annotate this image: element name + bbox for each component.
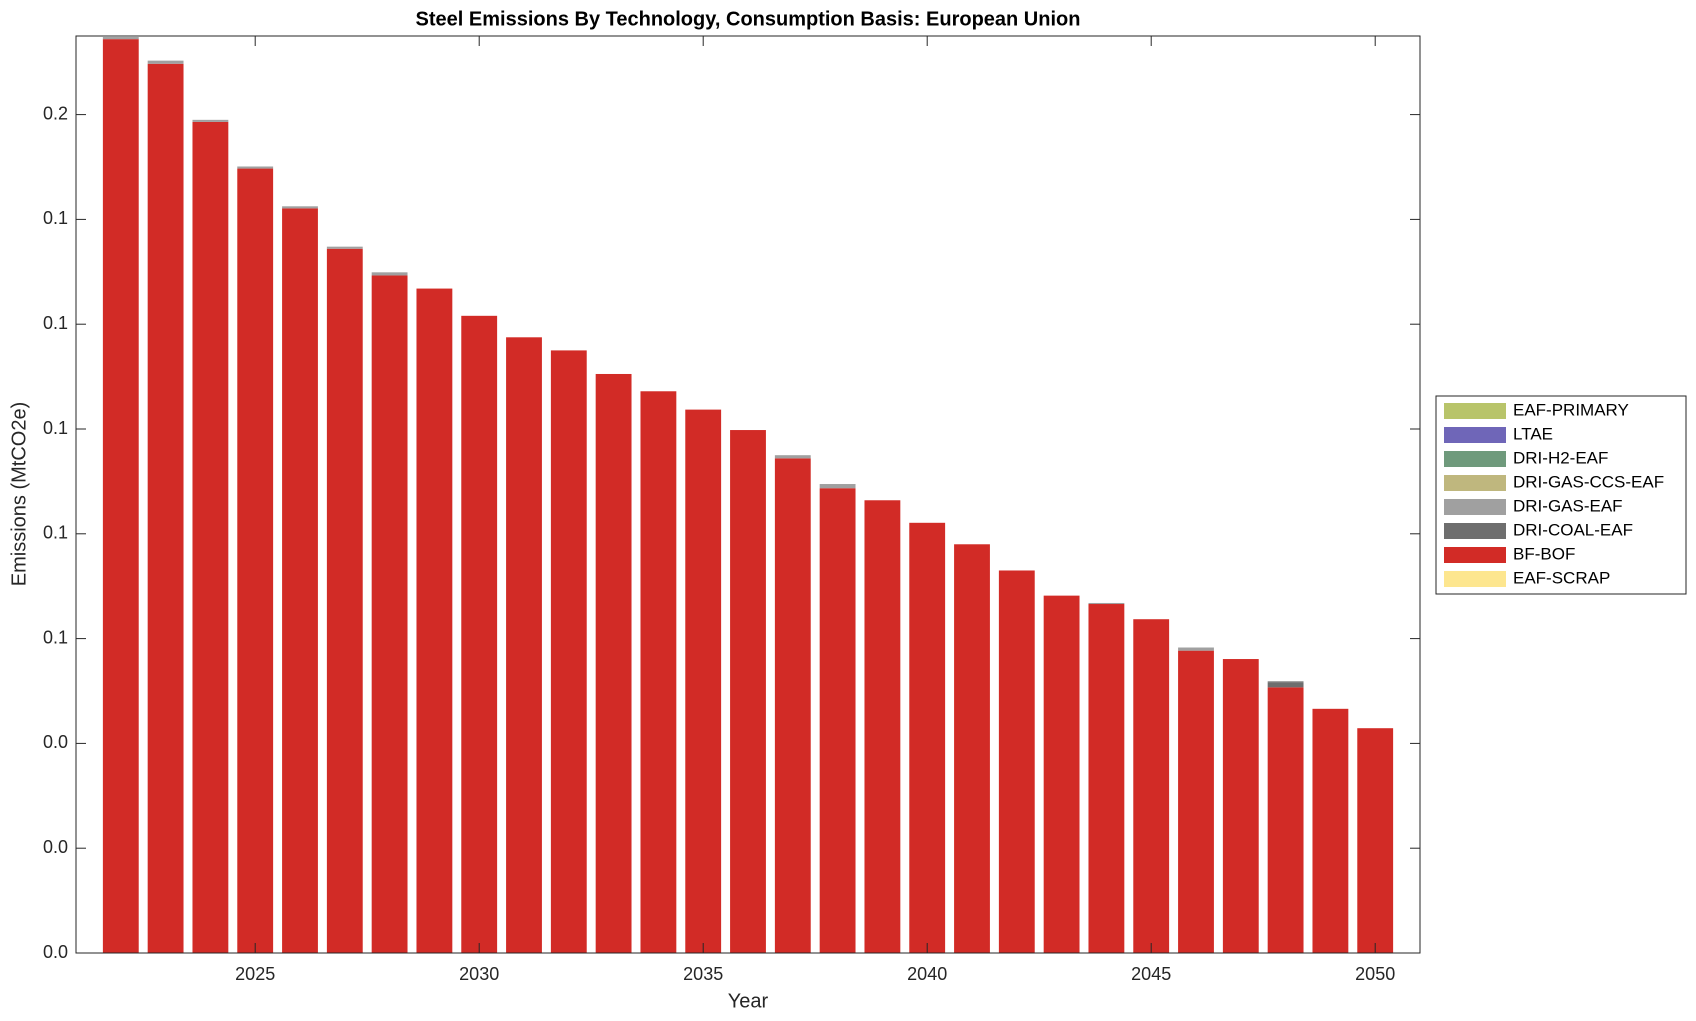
bar-segment — [282, 208, 318, 953]
bar-segment — [461, 315, 498, 953]
x-tick-label: 2050 — [1355, 964, 1395, 984]
bar-segment — [954, 544, 990, 953]
legend-box — [1435, 395, 1687, 595]
legend-swatch — [1444, 571, 1506, 587]
bar-segment — [506, 337, 542, 953]
y-tick-label: 0.0 — [43, 732, 68, 752]
axes-box — [75, 35, 1421, 954]
legend-swatch — [1444, 427, 1506, 443]
bar-segment — [147, 63, 184, 953]
bar-segment — [147, 60, 184, 64]
legend-label: BF-BOF — [1513, 544, 1575, 563]
x-tick-label: 2030 — [459, 964, 499, 984]
legend-label: DRI-GAS-EAF — [1513, 496, 1623, 515]
bar-segment — [1178, 650, 1214, 953]
bar-segment — [326, 248, 363, 953]
bar-segment — [819, 484, 856, 489]
x-tick-label: 2025 — [235, 964, 275, 984]
bar-segment — [819, 488, 856, 953]
plot-area — [102, 37, 1394, 953]
y-tick-label: 0.1 — [43, 208, 68, 228]
legend-swatch — [1444, 547, 1506, 563]
x-tick-label: 2040 — [907, 964, 947, 984]
legend-swatch — [1444, 523, 1506, 539]
bar-segment — [1178, 647, 1214, 651]
bar-segment — [371, 275, 408, 953]
legend-label: DRI-GAS-CCS-EAF — [1513, 472, 1664, 491]
bar-segment — [1043, 595, 1080, 953]
bar-segment — [1088, 602, 1125, 605]
bar-segment — [550, 350, 587, 953]
bar-segment — [237, 168, 274, 953]
y-tick-label: 0.2 — [43, 103, 68, 123]
bar-segment — [864, 500, 901, 953]
y-tick-label: 0.0 — [43, 837, 68, 857]
bar-segment — [730, 430, 766, 953]
legend-label: EAF-SCRAP — [1513, 568, 1610, 587]
bar-segment — [1357, 728, 1394, 953]
legend-swatch — [1444, 475, 1506, 491]
bar-segment — [282, 206, 318, 209]
bar-segment — [416, 288, 453, 953]
legend-label: DRI-H2-EAF — [1513, 448, 1608, 467]
bar-segment — [1312, 708, 1349, 953]
bar-segment — [102, 37, 139, 40]
y-tick-label: 0.0 — [43, 942, 68, 962]
y-tick-label: 0.1 — [43, 313, 68, 333]
legend-swatch — [1444, 403, 1506, 419]
bar-segment — [774, 458, 811, 953]
bar-segment — [640, 391, 677, 953]
legend-swatch — [1444, 451, 1506, 467]
x-tick-label: 2045 — [1131, 964, 1171, 984]
chart-title: Steel Emissions By Technology, Consumpti… — [416, 8, 1081, 30]
bar-segment — [909, 522, 946, 953]
bar-segment — [192, 121, 229, 953]
bar-segment — [595, 373, 632, 953]
y-tick-label: 0.1 — [43, 627, 68, 647]
bar-segment — [192, 119, 229, 122]
bar-segment — [326, 246, 363, 249]
legend-label: EAF-PRIMARY — [1513, 400, 1629, 419]
bar-segment — [774, 455, 811, 459]
y-axis-label: Emissions (MtCO2e) — [8, 402, 30, 586]
x-axis-label: Year — [728, 990, 769, 1012]
bar-segment — [1133, 619, 1170, 953]
y-tick-label: 0.1 — [43, 418, 68, 438]
bar-segment — [1267, 682, 1304, 688]
bar-segment — [685, 409, 722, 953]
legend-label: DRI-COAL-EAF — [1513, 520, 1633, 539]
legend-label: LTAE — [1513, 424, 1553, 443]
bar-segment — [1222, 659, 1259, 953]
x-tick-label: 2035 — [683, 964, 723, 984]
y-tick-label: 0.1 — [43, 523, 68, 543]
bar-segment — [371, 272, 408, 276]
legend-swatch — [1444, 499, 1506, 515]
bar-segment — [237, 166, 274, 169]
bar-segment — [1088, 604, 1125, 953]
bar-segment — [1267, 681, 1304, 683]
bar-segment — [998, 570, 1035, 953]
bar-segment — [102, 39, 139, 953]
bar-segment — [1267, 687, 1304, 953]
